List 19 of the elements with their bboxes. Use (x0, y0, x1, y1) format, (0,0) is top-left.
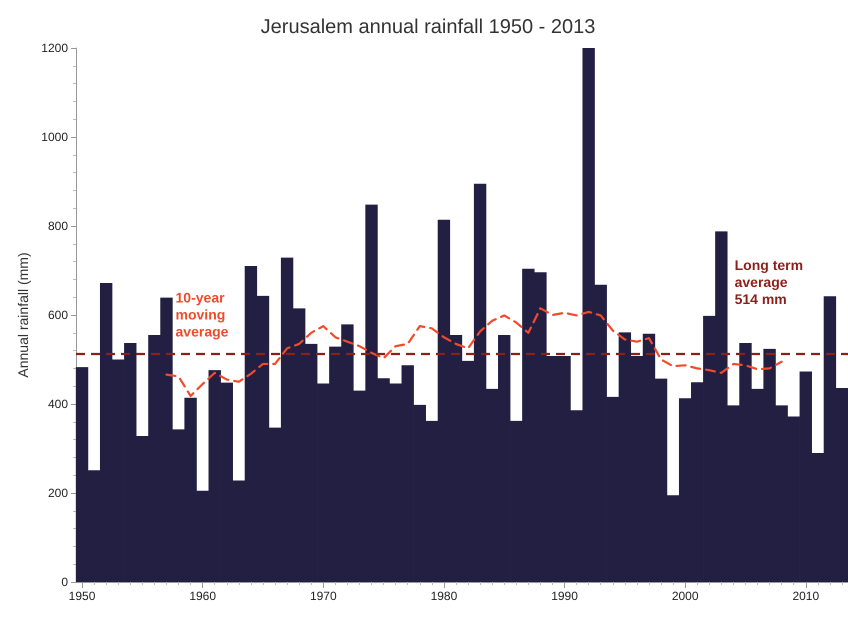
chart-title: Jerusalem annual rainfall 1950 - 2013 (260, 16, 596, 38)
x-tick-label: 1950 (68, 589, 96, 603)
y-tick-label: 0 (61, 575, 68, 589)
x-tick-label: 1990 (551, 589, 578, 603)
x-tick-label: 1960 (189, 589, 216, 603)
y-tick-label: 600 (48, 308, 68, 322)
y-axis-title: Annual rainfall (mm) (15, 252, 31, 378)
y-tick-label: 1000 (41, 130, 68, 144)
x-tick-label: 1970 (310, 589, 337, 603)
x-tick-label: 2000 (672, 589, 699, 603)
y-tick-label: 400 (48, 397, 68, 411)
x-tick-label: 1980 (430, 589, 458, 603)
ref-line-label: Long term average 514 mm (734, 257, 804, 308)
y-tick-label: 800 (48, 219, 68, 233)
y-tick-label: 1200 (41, 41, 68, 55)
x-tick-label: 2010 (792, 589, 820, 603)
line-series (165, 307, 783, 398)
text: 10-year moving average (176, 290, 229, 340)
y-tick-label: 200 (48, 486, 68, 500)
